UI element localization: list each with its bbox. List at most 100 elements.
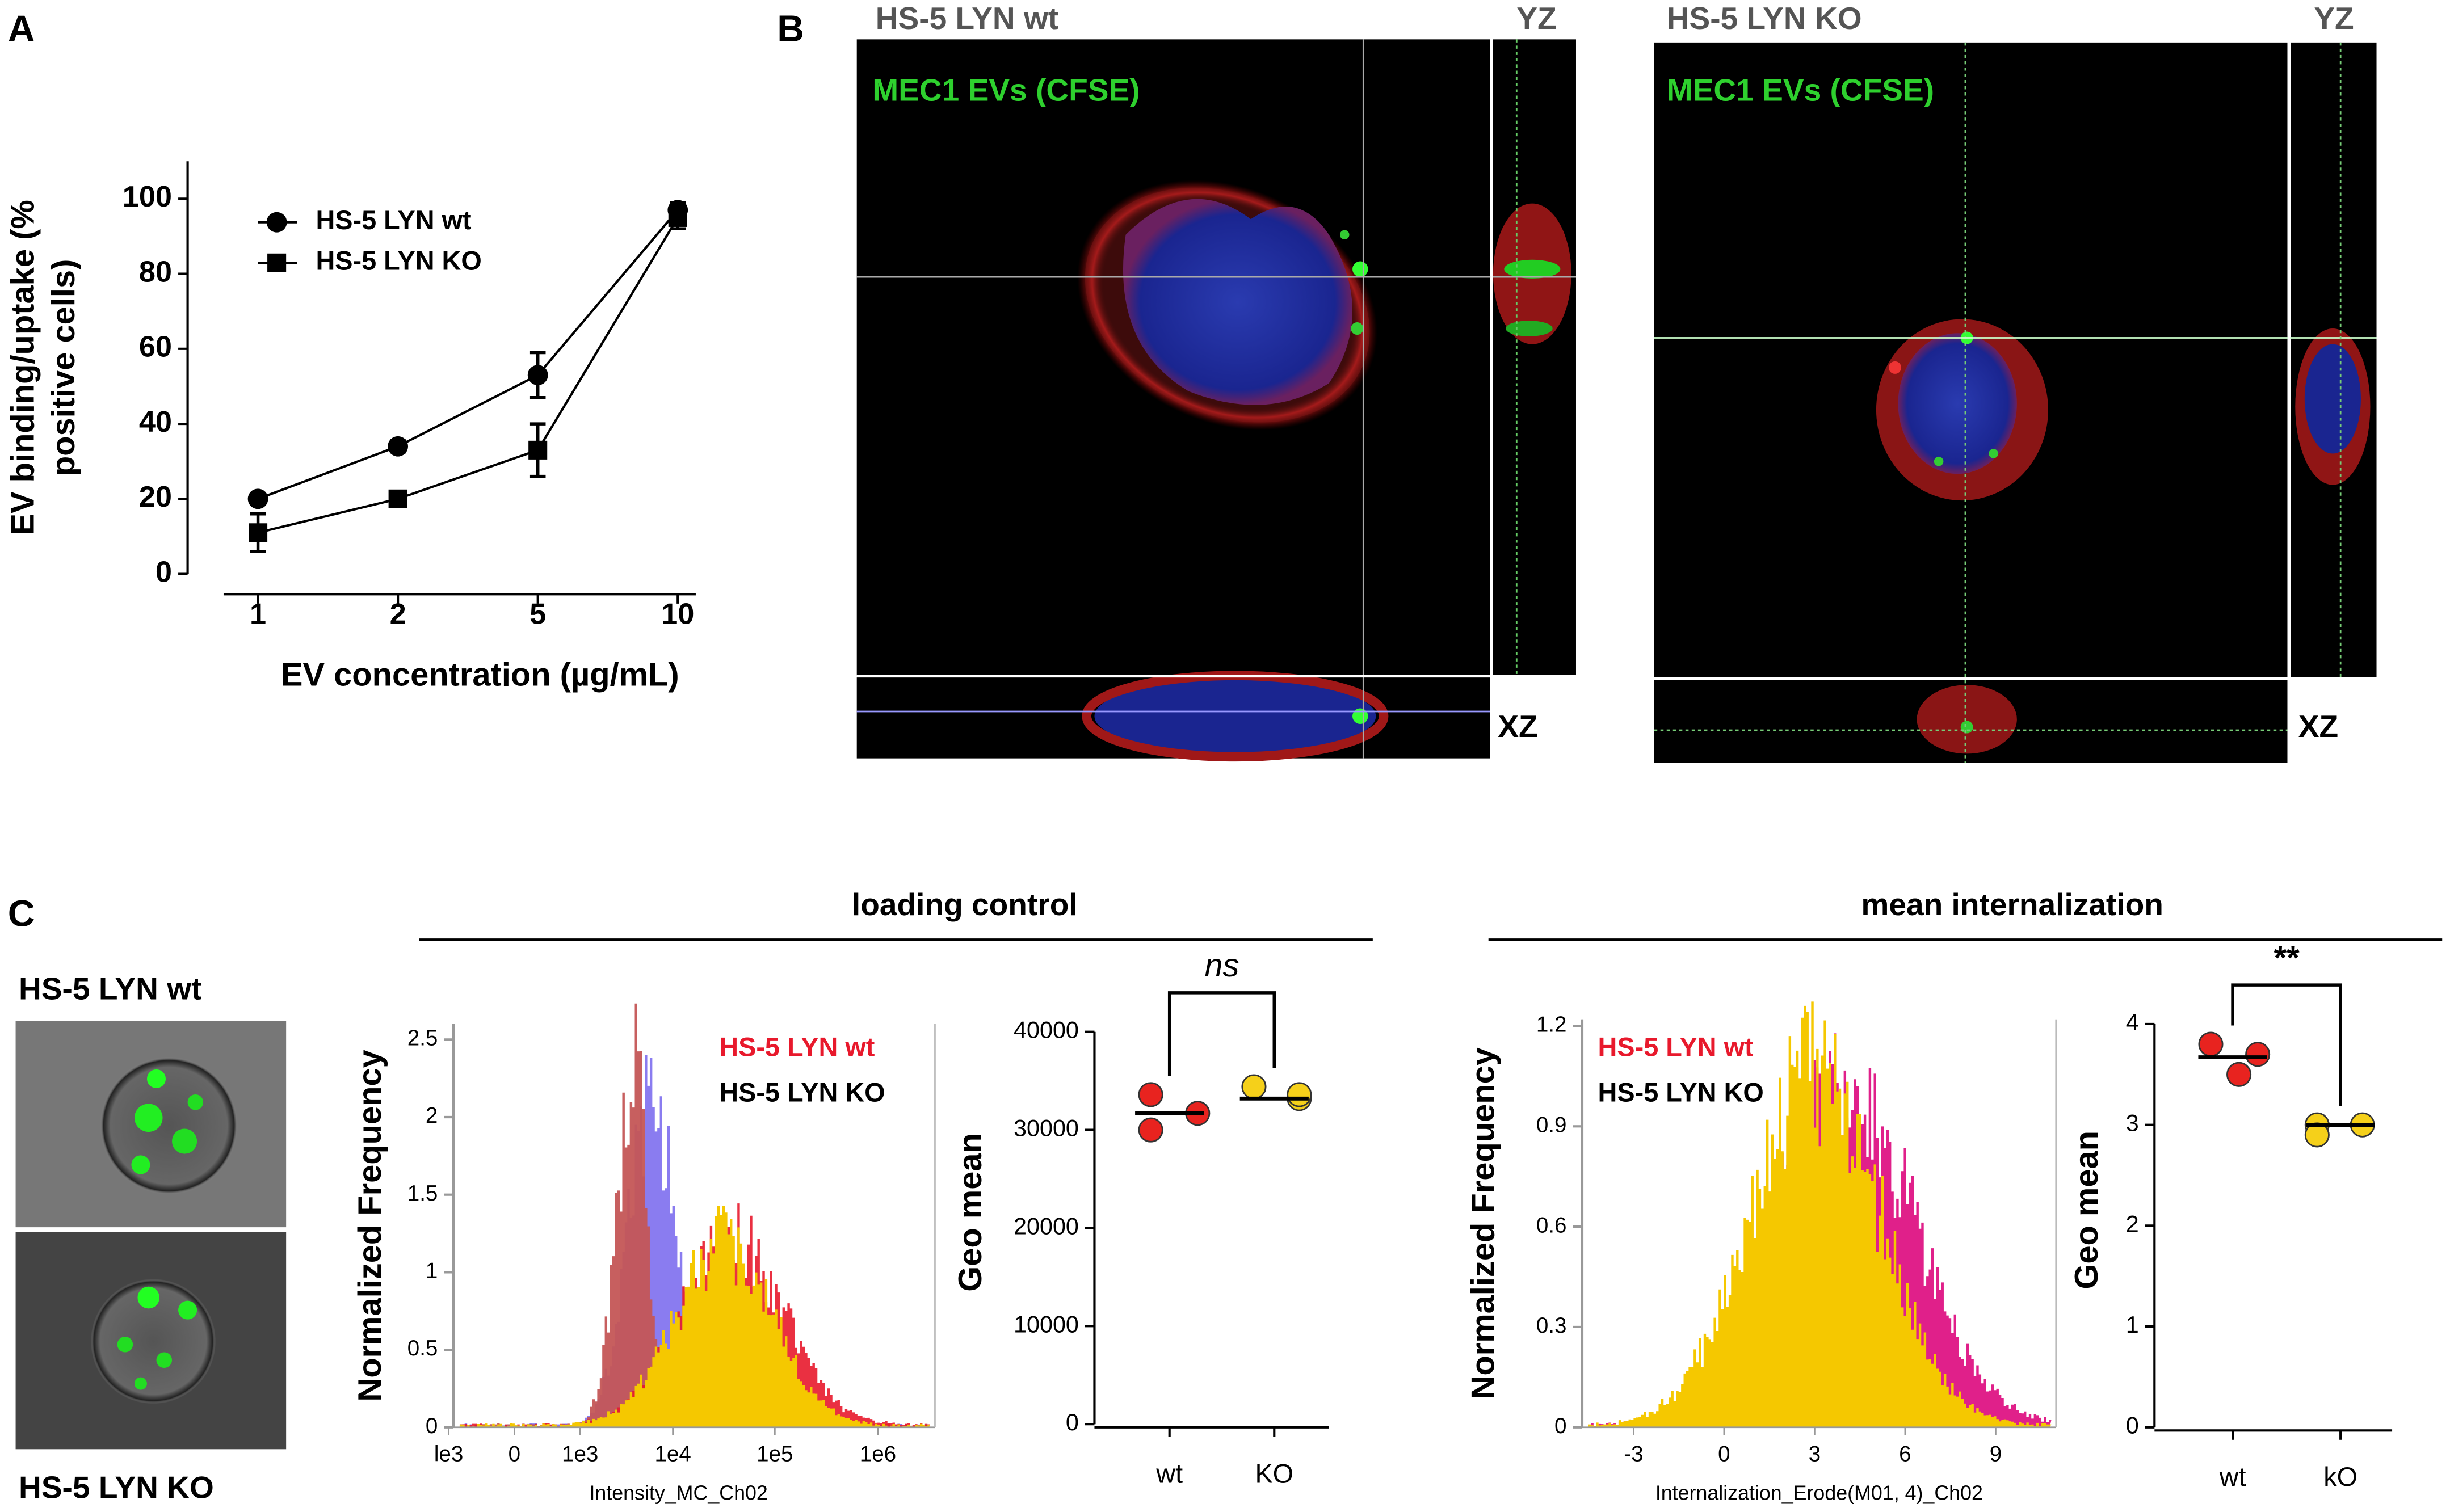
x-tick-label: 1 xyxy=(250,598,266,631)
y-tick-label: 0.5 xyxy=(407,1336,438,1361)
x-tick-label: 3 xyxy=(1809,1442,1821,1467)
x-tick-label: 1e4 xyxy=(654,1442,691,1467)
histogram-area xyxy=(1588,1001,2052,1427)
dot xyxy=(1287,1082,1312,1107)
x-tick-label: 1e6 xyxy=(860,1442,896,1467)
panel-label: B xyxy=(777,8,804,50)
y-tick-label: 0 xyxy=(156,555,172,588)
y-tick-label: 0.9 xyxy=(1536,1113,1567,1137)
x-tick-label: 5 xyxy=(529,598,546,631)
legend-label: HS-5 LYN KO xyxy=(1598,1077,1764,1107)
y-tick-label: 0.3 xyxy=(1536,1313,1567,1338)
marker xyxy=(388,489,407,508)
y-tick-label: 30000 xyxy=(1014,1115,1079,1142)
dot xyxy=(2198,1031,2224,1057)
y-axis-label: Geo mean xyxy=(2069,1131,2105,1290)
significance-label: ns xyxy=(1204,947,1239,984)
stain-label: MEC1 EVs (CFSE) xyxy=(872,73,1140,108)
histogram-area xyxy=(459,1206,930,1427)
section-title: mean internalization xyxy=(1861,887,2163,922)
y-axis-label: Geo mean xyxy=(952,1133,989,1292)
x-axis-label: EV concentration (µg/mL) xyxy=(281,657,679,693)
y-tick-label: 1.5 xyxy=(407,1181,438,1206)
view-label: YZ xyxy=(1516,1,1556,36)
significance-label: ** xyxy=(2274,940,2300,976)
x-axis-label: Internalization_Erode(M01, 4)_Ch02 xyxy=(1655,1482,1983,1505)
y-axis-label: Normalized Frequency xyxy=(352,1050,388,1401)
image-title: HS-5 LYN KO xyxy=(1667,1,1862,36)
dot xyxy=(1241,1074,1267,1100)
y-tick-label: 100 xyxy=(123,180,172,213)
x-tick-label: 10 xyxy=(661,598,694,631)
y-tick-label: 20 xyxy=(139,481,172,513)
panel-label: A xyxy=(8,8,35,50)
y-tick-label: 2 xyxy=(426,1104,438,1128)
y-tick-label: 0 xyxy=(1066,1409,1079,1435)
x-axis-label: Intensity_MC_Ch02 xyxy=(589,1482,767,1505)
marker xyxy=(247,488,268,509)
y-tick-label: 40000 xyxy=(1014,1017,1079,1043)
legend-label: HS-5 LYN KO xyxy=(719,1077,885,1107)
dot xyxy=(1138,1117,1163,1143)
y-axis-label: Normalized Frequency xyxy=(1465,1047,1501,1399)
y-tick-label: 2.5 xyxy=(407,1026,438,1050)
y-tick-label: 2 xyxy=(2126,1211,2139,1237)
y-tick-label: 0 xyxy=(426,1414,438,1438)
cell-images xyxy=(15,1021,287,1450)
marker xyxy=(528,440,548,460)
y-tick-label: 3 xyxy=(2126,1110,2139,1136)
section-title: loading control xyxy=(852,887,1078,922)
x-tick-label: -3 xyxy=(1624,1442,1643,1467)
x-tick-label: 1e3 xyxy=(562,1442,598,1467)
legend-label: HS-5 LYN KO xyxy=(316,246,481,276)
y-tick-label: 0.6 xyxy=(1536,1213,1567,1237)
x-tick-label: le3 xyxy=(434,1442,463,1467)
marker xyxy=(249,523,268,542)
marker xyxy=(527,365,548,386)
dot xyxy=(1138,1082,1163,1107)
x-tick-label: 6 xyxy=(1899,1442,1911,1467)
x-tick-label: kO xyxy=(2323,1462,2357,1492)
significance-bracket xyxy=(1167,991,1276,1076)
x-tick-label: 0 xyxy=(1718,1442,1730,1467)
micrograph-wt xyxy=(856,39,1576,762)
legend-marker xyxy=(267,253,287,272)
dot xyxy=(2245,1042,2271,1067)
y-tick-label: 20000 xyxy=(1014,1213,1079,1239)
stain-label: MEC1 EVs (CFSE) xyxy=(1667,73,1934,108)
x-tick-label: 0 xyxy=(509,1442,520,1467)
y-tick-label: 1.2 xyxy=(1536,1013,1567,1037)
micrograph-ko xyxy=(1654,42,2377,763)
significance-bracket xyxy=(2231,983,2342,1106)
legend-label: HS-5 LYN wt xyxy=(719,1032,875,1062)
y-tick-label: 60 xyxy=(139,331,172,364)
view-label: YZ xyxy=(2314,1,2354,36)
series-line xyxy=(258,217,679,534)
y-tick-label: 10000 xyxy=(1014,1311,1079,1337)
panel-label: C xyxy=(8,892,35,934)
y-tick-label: 1 xyxy=(2126,1312,2139,1338)
view-label: XZ xyxy=(1498,709,1537,744)
legend-label: HS-5 LYN wt xyxy=(1598,1032,1754,1062)
y-tick-label: 40 xyxy=(139,406,172,439)
x-tick-label: 9 xyxy=(1990,1442,2002,1467)
x-tick-label: KO xyxy=(1255,1459,1293,1489)
legend-label: HS-5 LYN wt xyxy=(316,205,471,235)
y-tick-label: 4 xyxy=(2126,1009,2139,1035)
marker xyxy=(388,436,409,457)
y-tick-label: 0 xyxy=(2126,1413,2139,1439)
y-axis-label: EV binding/uptake (% xyxy=(5,200,41,535)
y-axis-label: positive cells) xyxy=(45,259,82,477)
x-tick-label: 2 xyxy=(390,598,406,631)
view-label: XZ xyxy=(2298,709,2338,744)
series-line xyxy=(257,209,679,500)
y-tick-label: 1 xyxy=(426,1259,438,1283)
x-tick-label: wt xyxy=(2219,1462,2246,1492)
y-tick-label: 80 xyxy=(139,255,172,288)
cell-label: HS-5 LYN KO xyxy=(19,1469,214,1505)
x-tick-label: 1e5 xyxy=(757,1442,793,1467)
image-title: HS-5 LYN wt xyxy=(876,1,1058,36)
marker xyxy=(668,208,687,227)
